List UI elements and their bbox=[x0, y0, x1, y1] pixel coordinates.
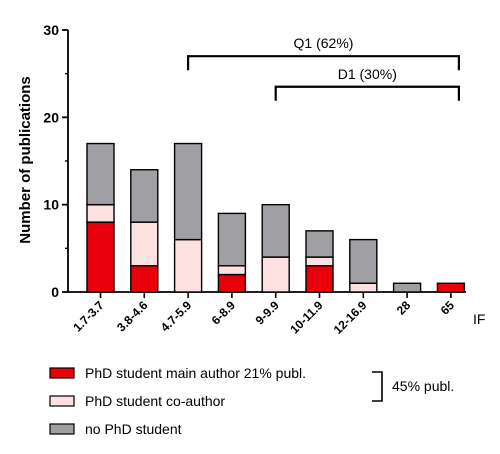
x-tick-label: 12-16.9 bbox=[331, 298, 370, 337]
bar-segment-no-phd bbox=[130, 169, 159, 223]
bar-segment-co-author bbox=[86, 203, 115, 223]
bar-segment-no-phd bbox=[217, 212, 247, 267]
legend-swatch-main-author bbox=[49, 367, 75, 379]
x-tick-label: 10-11.9 bbox=[287, 298, 325, 336]
bar-segment-co-author bbox=[130, 221, 159, 267]
bar-segment-co-author bbox=[173, 238, 203, 293]
legend: PhD student main author 21% publ. PhD st… bbox=[49, 365, 454, 437]
bracket-label: D1 (30%) bbox=[338, 66, 397, 82]
bar-segment-no-phd bbox=[349, 238, 378, 284]
brackets: Q1 (62%) D1 (30%) bbox=[187, 35, 460, 101]
x-tick-labels: 1.7-3.7 3.8-4.6 4.7-5.9 6-8.9 9-9.9 10-11.9 12… bbox=[70, 298, 457, 337]
bar-segment-co-author bbox=[305, 256, 334, 267]
significance-bracket bbox=[274, 85, 460, 101]
x-tick-label: 9-9.9 bbox=[253, 298, 282, 327]
x-tick-label: 65 bbox=[438, 298, 458, 318]
bars bbox=[86, 142, 466, 293]
bar-segment-co-author bbox=[217, 265, 247, 276]
x-tick-label: 28 bbox=[394, 298, 414, 318]
bar-segment-no-phd bbox=[86, 142, 115, 206]
x-tick-label: 3.8-4.6 bbox=[114, 298, 151, 335]
legend-group-label: 45% publ. bbox=[392, 378, 454, 394]
y-tick-label: 10 bbox=[43, 197, 59, 213]
bar-segment-no-phd bbox=[305, 230, 334, 258]
y-tick-label: 20 bbox=[43, 109, 59, 125]
legend-swatch-no-phd bbox=[49, 423, 75, 435]
legend-label-no-phd: no PhD student bbox=[85, 421, 182, 437]
y-tick-label: 30 bbox=[43, 22, 59, 38]
x-tick-label: 4.7-5.9 bbox=[158, 298, 195, 335]
y-tick-label: 0 bbox=[51, 284, 59, 300]
bar-segment-no-phd bbox=[261, 203, 290, 258]
bar-segment-main-author bbox=[130, 265, 159, 293]
bar-segment-no-phd bbox=[392, 282, 422, 293]
x-tick-label: 6-8.9 bbox=[209, 298, 238, 327]
x-axis-title: IF bbox=[473, 311, 485, 327]
legend-label-main-author: PhD student main author 21% publ. bbox=[85, 365, 306, 381]
significance-bracket bbox=[187, 55, 460, 71]
legend-group-brace bbox=[372, 371, 383, 402]
bar-segment-main-author bbox=[217, 273, 247, 293]
bar-segment-main-author bbox=[305, 265, 334, 293]
bar-segment-no-phd bbox=[173, 142, 203, 241]
x-tick-label: 1.7-3.7 bbox=[70, 298, 107, 335]
legend-label-co-author: PhD student co-author bbox=[85, 393, 225, 409]
bar-segment-co-author bbox=[261, 256, 290, 293]
bar-segment-co-author bbox=[349, 282, 378, 293]
y-axis-title: Number of publications bbox=[17, 76, 34, 244]
bar-segment-main-author bbox=[436, 282, 466, 293]
legend-swatch-co-author bbox=[49, 395, 75, 407]
bracket-label: Q1 (62%) bbox=[294, 35, 354, 51]
bar-segment-main-author bbox=[86, 221, 115, 293]
